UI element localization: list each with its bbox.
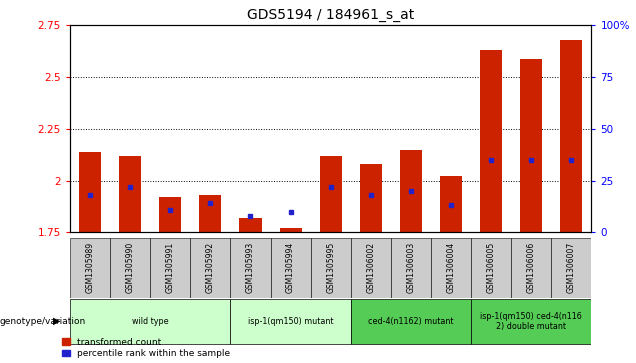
Bar bbox=[79, 152, 101, 232]
Bar bbox=[110, 237, 150, 298]
Text: GSM1306002: GSM1306002 bbox=[366, 242, 375, 293]
Bar bbox=[351, 237, 391, 298]
Bar bbox=[520, 58, 543, 232]
Bar bbox=[199, 195, 221, 232]
Text: GSM1305992: GSM1305992 bbox=[206, 242, 215, 293]
Bar bbox=[119, 156, 141, 232]
Bar bbox=[400, 150, 422, 232]
Bar bbox=[70, 237, 110, 298]
Text: isp-1(qm150) mutant: isp-1(qm150) mutant bbox=[248, 317, 333, 326]
Bar bbox=[230, 299, 351, 344]
Bar bbox=[511, 237, 551, 298]
Bar bbox=[150, 237, 190, 298]
Bar bbox=[320, 156, 342, 232]
Text: GSM1305993: GSM1305993 bbox=[246, 242, 255, 293]
Bar bbox=[480, 50, 502, 232]
Bar bbox=[270, 237, 310, 298]
Text: GSM1305995: GSM1305995 bbox=[326, 242, 335, 293]
Bar bbox=[280, 228, 301, 232]
Bar bbox=[440, 176, 462, 232]
Text: isp-1(qm150) ced-4(n116
2) double mutant: isp-1(qm150) ced-4(n116 2) double mutant bbox=[480, 311, 582, 331]
Title: GDS5194 / 184961_s_at: GDS5194 / 184961_s_at bbox=[247, 8, 414, 22]
Bar bbox=[431, 237, 471, 298]
Bar bbox=[391, 237, 431, 298]
Text: wild type: wild type bbox=[132, 317, 169, 326]
Bar bbox=[471, 237, 511, 298]
Legend: transformed count, percentile rank within the sample: transformed count, percentile rank withi… bbox=[62, 338, 230, 359]
Bar bbox=[159, 197, 181, 232]
Text: GSM1305991: GSM1305991 bbox=[166, 242, 175, 293]
Text: ▶: ▶ bbox=[53, 316, 60, 326]
Text: GSM1305994: GSM1305994 bbox=[286, 242, 295, 293]
Text: genotype/variation: genotype/variation bbox=[0, 317, 86, 326]
Text: GSM1305989: GSM1305989 bbox=[85, 242, 95, 293]
Text: GSM1306007: GSM1306007 bbox=[567, 242, 576, 293]
Text: GSM1306004: GSM1306004 bbox=[446, 242, 455, 293]
Text: GSM1306005: GSM1306005 bbox=[487, 242, 495, 293]
Bar bbox=[190, 237, 230, 298]
Bar bbox=[360, 164, 382, 232]
Bar bbox=[70, 299, 230, 344]
Text: GSM1305990: GSM1305990 bbox=[126, 242, 135, 293]
Bar bbox=[310, 237, 351, 298]
Text: GSM1306003: GSM1306003 bbox=[406, 242, 415, 293]
Bar bbox=[351, 299, 471, 344]
Bar bbox=[560, 40, 583, 232]
Bar bbox=[239, 218, 261, 232]
Bar bbox=[551, 237, 591, 298]
Bar bbox=[471, 299, 591, 344]
Text: ced-4(n1162) mutant: ced-4(n1162) mutant bbox=[368, 317, 453, 326]
Text: GSM1306006: GSM1306006 bbox=[527, 242, 536, 293]
Bar bbox=[230, 237, 270, 298]
